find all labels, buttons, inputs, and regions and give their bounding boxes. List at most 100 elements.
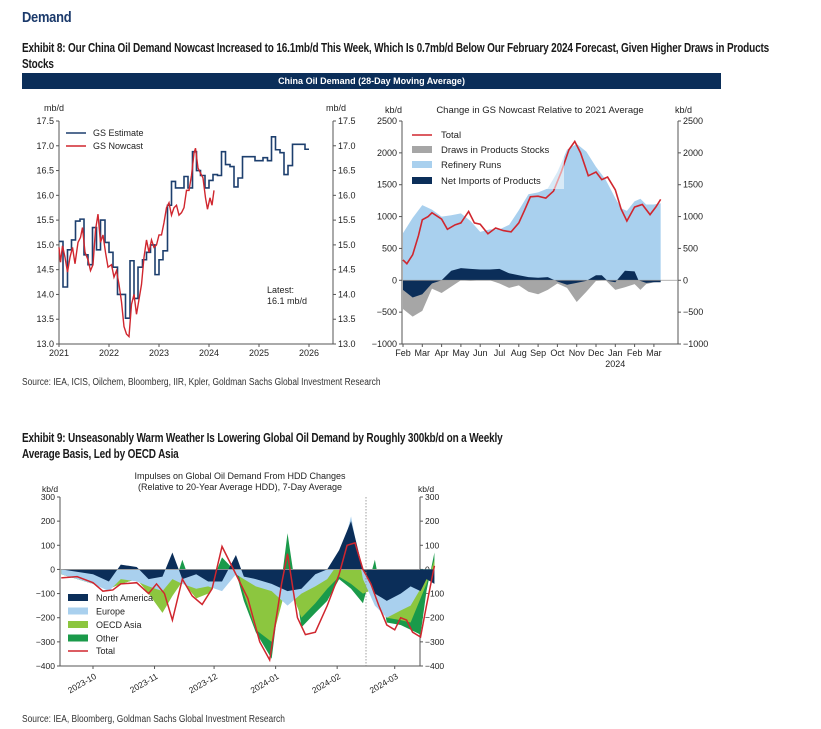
y-tick-label-right: −300 [425,637,444,647]
legend-label-total: Total [441,130,461,141]
exhibit8-title-line1: Exhibit 8: Our China Oil Demand Nowcast … [22,41,770,55]
y-tick-label-left: 16.5 [36,166,54,176]
x-tick-label: Mar [415,348,431,358]
y-tick-label-left: 15.5 [36,215,54,225]
legend-label-north-america: North America [96,593,153,603]
chart-title: Impulses on Global Oil Demand From HDD C… [134,471,346,481]
y-tick-label-left: 1000 [377,212,397,222]
y-tick-label-right: 200 [425,516,439,526]
legend-label-draws: Draws in Products Stocks [441,145,549,156]
x-tick-label: 2023-10 [66,671,98,695]
y-tick-label-right: 1000 [683,212,703,222]
y-tick-label-right: −100 [425,589,444,599]
x-tick-label: Sep [530,348,546,358]
y-tick-label-right: 500 [683,243,698,253]
y-tick-label-right: 14.0 [338,289,356,299]
y-tick-label-left: −100 [36,589,55,599]
x-tick-label: 2026 [299,348,319,358]
y-tick-label-right: 16.5 [338,166,356,176]
exhibit9-title-line2: Average Basis, Led by OECD Asia [22,447,179,461]
legend-swatch-draws [412,146,432,153]
chart-subtitle: (Relative to 20-Year Average HDD), 7-Day… [138,482,342,492]
legend-label-other: Other [96,634,119,644]
legend-label-total: Total [96,646,115,656]
y-tick-label-left: 13.5 [36,314,54,324]
y-tick-label-left: 14.5 [36,265,54,275]
y-tick-label-right: 16.0 [338,190,356,200]
x-tick-label: 2024-01 [249,671,281,695]
y-tick-label-left: 14.0 [36,289,54,299]
nowcast-change-chart: −1000 −1000 −500 −500 0 0 500 500 1000 1000 1500 15… [372,105,709,369]
x-sublabel-year: 2024 [605,359,625,369]
y-tick-label-left: 2000 [377,148,397,158]
x-tick-label: Jan [608,348,623,358]
x-tick-label: Aug [511,348,527,358]
y-unit-right: mb/d [326,103,346,113]
y-tick-label-right: 2500 [683,116,703,126]
y-tick-label-left: 17.0 [36,141,54,151]
x-tick-label: 2024 [199,348,219,358]
x-tick-label: May [452,348,470,358]
x-tick-label: Feb [395,348,411,358]
y-tick-label-right: 14.5 [338,265,356,275]
exhibit8-source: Source: IEA, ICIS, Oilchem, Bloomberg, I… [22,377,381,388]
y-unit-left: kb/d [42,484,58,494]
y-tick-label-right: 300 [425,492,439,502]
y-unit-left: mb/d [44,103,64,113]
y-tick-label-left: −500 [377,307,397,317]
y-tick-label-left: −300 [36,637,55,647]
y-tick-label-right: −500 [683,307,703,317]
y-tick-label-left: 500 [382,243,397,253]
y-tick-label-right: 1500 [683,180,703,190]
y-tick-label-right: 17.0 [338,141,356,151]
legend-background [410,126,564,189]
refinery-runs-area [403,143,661,281]
x-tick-label: 2024-02 [310,671,342,695]
y-tick-label-left: 100 [41,540,55,550]
exhibit8-title-line2: Stocks [22,57,54,71]
y-tick-label-left: 300 [41,492,55,502]
x-tick-label: Nov [569,348,586,358]
legend-swatch-oecd-asia [68,621,88,628]
x-tick-label: Feb [627,348,643,358]
exhibit9-source: Source: IEA, Bloomberg, Goldman Sachs Gl… [22,714,285,725]
y-tick-label-left: −400 [36,661,55,671]
x-tick-label: Apr [435,348,449,358]
y-tick-label-right: 0 [683,275,688,285]
section-title: Demand [22,9,72,26]
latest-annotation-line1: Latest: [267,285,294,295]
x-tick-label: Jul [494,348,506,358]
y-tick-label-right: 13.0 [338,339,356,349]
y-tick-label-right: −400 [425,661,444,671]
total-line [61,541,436,663]
y-tick-label-right: −1000 [683,339,708,349]
x-tick-label: 2024-03 [368,671,400,695]
y-tick-label-left: 15.0 [36,240,54,250]
y-tick-label-left: 17.5 [36,116,54,126]
x-tick-label: 2025 [249,348,269,358]
x-tick-label: 2023-11 [128,671,160,695]
chart-title: Change in GS Nowcast Relative to 2021 Av… [436,105,643,116]
gs-nowcast-line [58,148,215,339]
y-unit-right: kb/d [418,484,434,494]
y-tick-label-right: 13.5 [338,314,356,324]
y-tick-label-right: 100 [425,540,439,550]
x-tick-label: 2023-12 [187,671,219,695]
x-tick-label: Mar [646,348,662,358]
y-tick-label-left: 0 [392,275,397,285]
total-line [402,139,662,265]
x-tick-label: Oct [550,348,565,358]
draws-products-stocks-area [403,280,661,317]
y-tick-label-right: 2000 [683,148,703,158]
y-tick-label-left: 200 [41,516,55,526]
china-demand-chart: 13.0 13.0 13.5 13.5 14.0 14.0 14.5 14.5 15.0 15.0… [36,103,355,358]
y-unit-right: kb/d [675,105,692,115]
latest-annotation-line2: 16.1 mb/d [267,296,307,306]
legend-label-gs-estimate: GS Estimate [93,128,144,138]
y-tick-label-left: −200 [36,613,55,623]
x-tick-label: 2021 [49,348,69,358]
legend-label-net-imports: Net Imports of Products [441,176,541,187]
legend-label-europe: Europe [96,607,125,617]
y-tick-label-left: 16.0 [36,190,54,200]
